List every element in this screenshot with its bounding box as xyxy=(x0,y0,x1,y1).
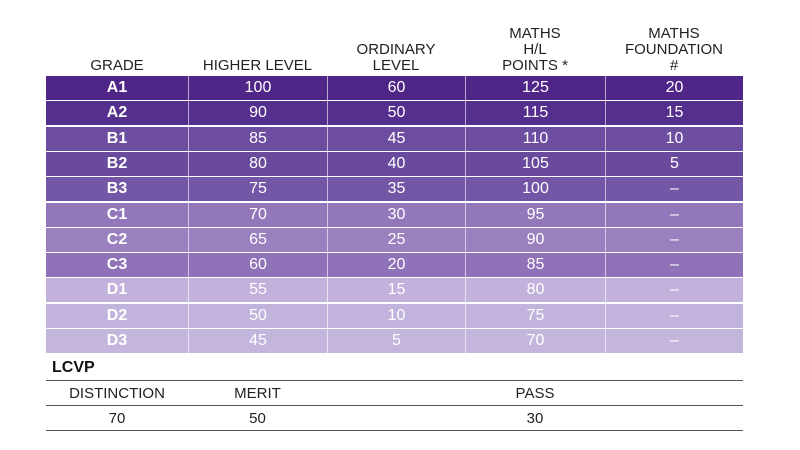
value-cell: 100 xyxy=(465,177,605,202)
value-cell: 65 xyxy=(188,227,327,252)
value-cell: 10 xyxy=(327,303,465,328)
value-cell: 80 xyxy=(188,151,327,176)
value-cell: – xyxy=(605,329,743,353)
table-row: D2 50 10 75– xyxy=(46,303,743,328)
divider xyxy=(46,380,743,381)
lcvp-title: LCVP xyxy=(52,359,95,376)
value-cell: 105 xyxy=(465,151,605,176)
grade-cell: A1 xyxy=(106,79,128,96)
value-cell: 5 xyxy=(605,151,743,176)
value-cell: 85 xyxy=(188,126,327,151)
column-header: GRADE xyxy=(90,57,144,74)
value-cell: 20 xyxy=(327,253,465,278)
value-cell: 60 xyxy=(327,76,465,100)
value-cell: 115 xyxy=(465,101,605,126)
value-cell: 100 xyxy=(188,76,327,100)
grade-cell: B3 xyxy=(106,180,128,198)
value-cell: 95 xyxy=(465,202,605,227)
value-cell: 55 xyxy=(188,278,327,303)
table-row: C1 70 30 95– xyxy=(46,202,743,227)
value-cell: 10 xyxy=(605,126,743,151)
table-row: C3 60 20 85– xyxy=(46,253,743,278)
value-cell: – xyxy=(605,177,743,202)
value-cell: 85 xyxy=(465,253,605,278)
value-cell: 60 xyxy=(188,253,327,278)
value-cell: 25 xyxy=(327,227,465,252)
column-header: MATHS H/L POINTS * xyxy=(502,25,568,74)
value-cell: 75 xyxy=(188,177,327,202)
grade-cell: C3 xyxy=(106,256,128,274)
value-cell: – xyxy=(605,303,743,328)
value-cell: 35 xyxy=(327,177,465,202)
divider xyxy=(46,405,743,406)
column-header: HIGHER LEVEL xyxy=(202,57,313,74)
table-row: A1 100 60 125 20 xyxy=(46,76,743,100)
value-cell: 50 xyxy=(188,303,327,328)
value-cell: 40 xyxy=(327,151,465,176)
value-cell: 110 xyxy=(465,126,605,151)
grade-cell: D2 xyxy=(106,306,128,324)
column-header: MATHS FOUNDATION # xyxy=(624,25,724,74)
lcvp-value: 50 xyxy=(249,409,266,427)
table-row: B2 80 40 105 5 xyxy=(46,151,743,176)
value-cell: – xyxy=(605,202,743,227)
value-cell: 45 xyxy=(188,329,327,353)
lcvp-header: PASS xyxy=(515,384,555,402)
value-cell: 125 xyxy=(465,76,605,100)
grade-cell: D3 xyxy=(106,332,128,349)
value-cell: – xyxy=(605,253,743,278)
value-cell: 50 xyxy=(327,101,465,126)
value-cell: 70 xyxy=(188,202,327,227)
value-cell: 20 xyxy=(605,76,743,100)
table-row: B1 85 45 110 10 xyxy=(46,126,743,151)
value-cell: 45 xyxy=(327,126,465,151)
lcvp-header: DISTINCTION xyxy=(69,384,165,402)
value-cell: – xyxy=(605,278,743,303)
value-cell: 15 xyxy=(605,101,743,126)
grade-cell: C2 xyxy=(106,230,128,248)
value-cell: 90 xyxy=(465,227,605,252)
table-row: A2 90 50 115 15 xyxy=(46,101,743,126)
grade-cell: B2 xyxy=(106,154,128,172)
value-cell: 15 xyxy=(327,278,465,303)
lcvp-value: 30 xyxy=(526,409,544,427)
value-cell: 5 xyxy=(327,329,465,353)
table-row: D1 55 15 80– xyxy=(46,278,743,303)
value-cell: 70 xyxy=(465,329,605,353)
column-header: ORDINARY LEVEL xyxy=(356,41,436,74)
value-cell: 90 xyxy=(188,101,327,126)
value-cell: 75 xyxy=(465,303,605,328)
divider xyxy=(46,430,743,431)
grade-cell: C1 xyxy=(106,205,128,223)
table-row: D3 45 5 70– xyxy=(46,329,743,353)
value-cell: 30 xyxy=(327,202,465,227)
lcvp-header: MERIT xyxy=(234,384,281,402)
grade-cell: A2 xyxy=(106,104,128,122)
grade-cell: D1 xyxy=(106,281,128,299)
grade-cell: B1 xyxy=(106,129,128,147)
table-row: C2 65 25 90– xyxy=(46,227,743,252)
lcvp-value: 70 xyxy=(108,409,126,427)
table-row: B3 75 35 100– xyxy=(46,177,743,202)
value-cell: – xyxy=(605,227,743,252)
value-cell: 80 xyxy=(465,278,605,303)
